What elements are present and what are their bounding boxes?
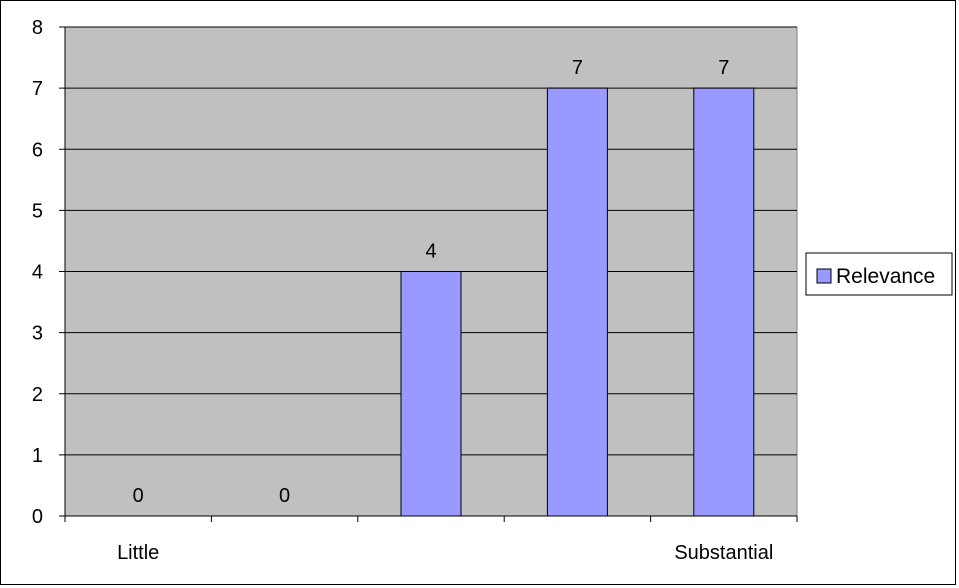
data-label: 4 — [425, 241, 436, 263]
x-axis: Little Substantial — [64, 515, 798, 564]
data-label: 0 — [133, 485, 144, 507]
data-labels: 0 0 4 7 7 — [133, 57, 730, 507]
y-axis: 0 1 2 3 4 5 6 7 8 — [32, 17, 66, 528]
x-tick-label: Little — [117, 542, 159, 564]
y-tick-label: 2 — [32, 384, 43, 406]
bars — [400, 87, 755, 517]
legend: Relevance — [805, 252, 953, 296]
y-tick-label: 3 — [32, 323, 43, 345]
y-tick-label: 5 — [32, 200, 43, 222]
legend-swatch — [816, 268, 832, 284]
data-label: 0 — [279, 485, 290, 507]
y-tick-label: 8 — [32, 17, 43, 39]
bar — [693, 87, 755, 517]
y-tick-label: 1 — [32, 445, 43, 467]
y-tick-label: 6 — [32, 139, 43, 161]
bar — [400, 271, 462, 517]
y-tick-label: 0 — [32, 506, 43, 528]
bar — [546, 87, 608, 517]
data-label: 7 — [718, 57, 729, 79]
y-tick-label: 4 — [32, 262, 43, 284]
legend-label: Relevance — [836, 265, 935, 288]
x-tick-label: Substantial — [674, 542, 773, 564]
data-label: 7 — [572, 57, 583, 79]
y-tick-label: 7 — [32, 78, 43, 100]
